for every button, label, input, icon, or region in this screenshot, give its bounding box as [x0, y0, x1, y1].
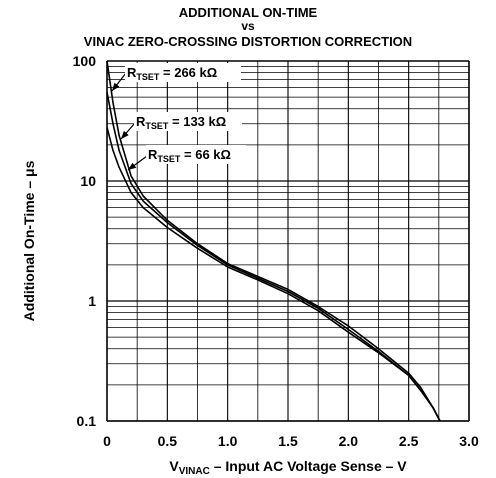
annotation-arrow-head: [128, 162, 137, 170]
x-axis-label: VVINAC – Input AC Voltage Sense – V: [169, 458, 407, 477]
x-axis-label-main: V: [169, 458, 179, 474]
x-tick-label: 0.5: [158, 433, 178, 449]
annotation-arrow-head: [121, 130, 129, 139]
annotation-arrow-head: [112, 82, 120, 91]
x-tick-label: 3.0: [459, 433, 479, 449]
y-tick-label: 10: [80, 173, 96, 189]
series-line-1: [106, 60, 441, 422]
y-tick-label: 1: [88, 293, 96, 309]
x-axis-label-sub: VINAC: [179, 466, 210, 477]
x-tick-labels: 0 0.5 1.0 1.5 2.0 2.5 3.0: [103, 433, 479, 449]
annotation-label-2: RTSET = 133 kΩ: [136, 114, 226, 131]
x-tick-label: 2.5: [399, 433, 419, 449]
annotation-background: [125, 63, 241, 82]
chart-title-line2: vs: [241, 19, 255, 33]
annotation-label-3: RTSET = 66 kΩ: [148, 147, 231, 164]
series-line-3: [106, 127, 441, 422]
chart-title-line1: ADDITIONAL ON-TIME: [178, 5, 318, 20]
x-tick-label: 1.5: [278, 433, 298, 449]
y-axis-label: Additional On-Time – μs: [21, 160, 37, 321]
grid: [106, 60, 470, 422]
annotation-background: [146, 145, 246, 164]
x-tick-label: 1.0: [218, 433, 238, 449]
annotation-label-1: RTSET = 266 kΩ: [127, 65, 217, 82]
x-tick-label: 2.0: [339, 433, 359, 449]
series-lines: [106, 60, 441, 422]
x-axis-label-rest: – Input AC Voltage Sense – V: [210, 458, 407, 474]
y-tick-label: 0.1: [77, 413, 97, 429]
annotations: RTSET = 266 kΩ RTSET = 133 kΩ RTSET = 66 k…: [125, 63, 246, 164]
chart-title-line3: VINAC ZERO-CROSSING DISTORTION CORRECTIO…: [83, 34, 413, 49]
series-line-2: [106, 92, 441, 422]
annotation-arrows: [111, 72, 148, 171]
y-tick-label: 100: [73, 53, 97, 69]
x-tick-label: 0: [103, 433, 111, 449]
y-tick-labels: 0.1 1 10 100: [73, 53, 97, 429]
annotation-background: [134, 112, 242, 131]
